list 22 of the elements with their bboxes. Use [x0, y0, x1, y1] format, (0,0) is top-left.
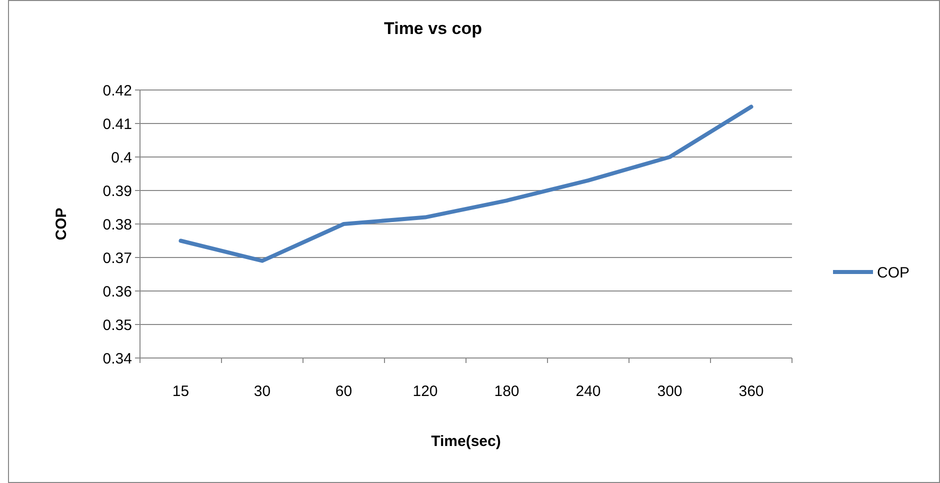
- x-tick-label: 60: [335, 383, 352, 400]
- y-tick-label: 0.34: [102, 350, 132, 368]
- y-tick-label: 0.35: [102, 316, 132, 334]
- y-tick-label: 0.42: [102, 82, 132, 100]
- x-tick-label: 240: [576, 383, 601, 400]
- y-axis-title: COP: [53, 208, 70, 240]
- legend-label: COP: [877, 264, 910, 282]
- y-tick-label: 0.38: [102, 216, 132, 234]
- x-axis-title: Time(sec): [431, 433, 501, 450]
- y-tick-label: 0.41: [102, 116, 132, 133]
- y-tick-label: 0.36: [102, 283, 132, 300]
- x-tick-label: 15: [172, 383, 190, 400]
- chart-title: Time vs cop: [384, 19, 482, 38]
- line-series: [178, 104, 754, 263]
- x-tick-label: 120: [412, 383, 438, 400]
- x-tick-label: 30: [254, 383, 271, 400]
- y-tick-label: 0.4: [111, 149, 132, 166]
- x-tick-label: 360: [738, 383, 764, 400]
- x-tick-label: 300: [657, 383, 682, 400]
- y-tick-label: 0.39: [102, 182, 132, 200]
- x-tick-label: 180: [494, 383, 520, 400]
- y-tick-label: 0.37: [102, 250, 132, 267]
